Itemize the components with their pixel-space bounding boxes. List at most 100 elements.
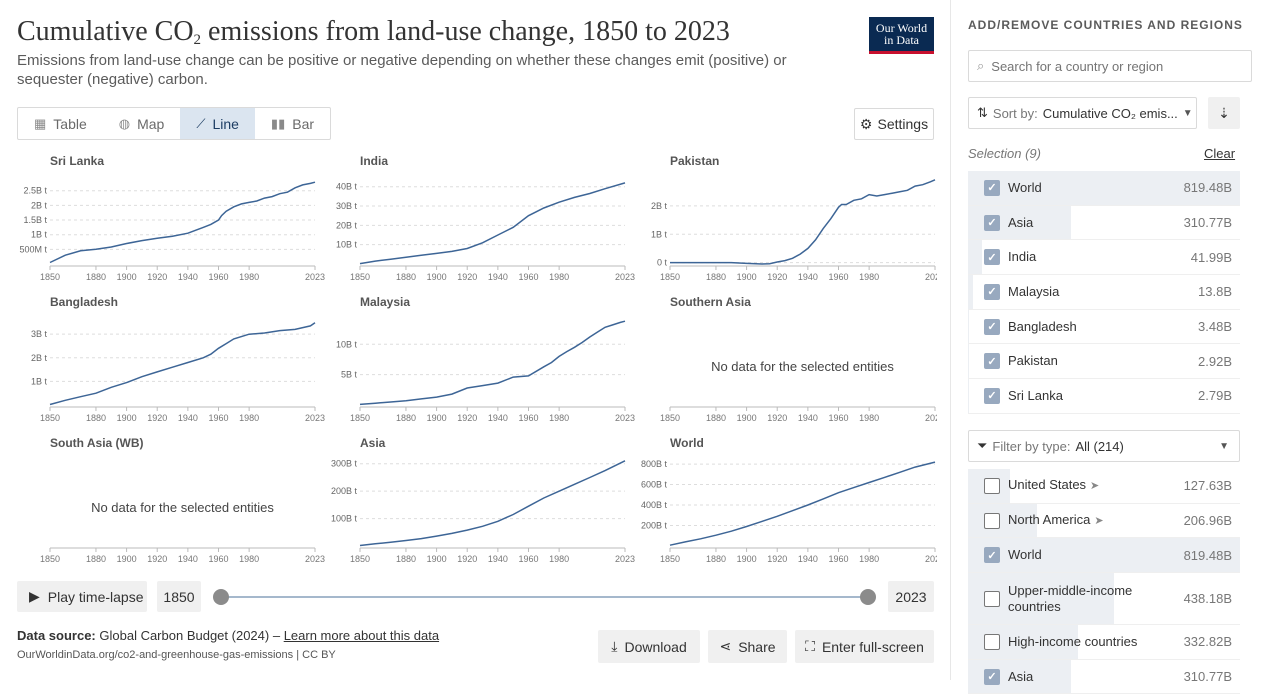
y-tick-label: 1B t (31, 376, 48, 386)
sort-dropdown[interactable]: ⇅ Sort by: Cumulative CO₂ emis... ▼ (968, 97, 1197, 129)
sort-direction-button[interactable]: ⇣ (1208, 97, 1240, 129)
entity-checkbox[interactable]: ✓ (984, 249, 1000, 266)
search-field[interactable]: ⌕ (968, 50, 1252, 82)
x-tick-label: 1960 (208, 413, 228, 423)
entity-value: 127.63B (1183, 478, 1232, 494)
entity-row[interactable]: ✓ Pakistan 2.92B (968, 344, 1240, 380)
entity-row[interactable]: ✓ Sri Lanka 2.79B (968, 379, 1240, 414)
entity-row[interactable]: High-income countries 332.82B (968, 625, 1240, 660)
location-arrow-icon: ➤ (1094, 515, 1104, 528)
x-tick-label: 2023 (925, 272, 937, 282)
start-year-label[interactable]: 1850 (157, 581, 201, 612)
entity-checkbox[interactable]: ✓ (984, 214, 1000, 231)
x-tick-label: 1960 (208, 554, 228, 564)
entity-row[interactable]: ✓ Bangladesh 3.48B (968, 309, 1240, 345)
entity-name: Malaysia (1008, 283, 1060, 299)
search-input[interactable] (991, 58, 1232, 74)
entity-checkbox[interactable] (984, 633, 1000, 650)
fullscreen-button[interactable]: ⛶ Enter full-screen (795, 630, 934, 663)
entity-checkbox[interactable]: ✓ (984, 283, 1000, 300)
x-tick-label: 1960 (828, 554, 848, 564)
entity-row[interactable]: Upper-middle-income countries 438.18B (968, 573, 1240, 626)
chevron-down-icon: ▼ (1219, 440, 1229, 452)
clear-selection-button[interactable]: Clear (1204, 146, 1236, 161)
entity-checkbox[interactable] (984, 590, 1000, 607)
timeline-end-handle[interactable] (860, 589, 876, 605)
chart-title: Cumulative CO2 emissions from land-use c… (17, 16, 730, 48)
settings-button[interactable]: ⚙ Settings (854, 108, 934, 140)
entity-checkbox[interactable]: ✓ (984, 668, 1000, 685)
y-tick-label: 2B t (651, 201, 668, 211)
y-tick-label: 100B t (331, 514, 358, 524)
entity-row[interactable]: ✓ World 819.48B (968, 171, 1240, 206)
entity-row[interactable]: ✓ Malaysia 13.8B (968, 275, 1240, 310)
x-tick-label: 1960 (518, 554, 538, 564)
entity-checkbox[interactable]: ✓ (984, 353, 1000, 370)
x-tick-label: 1980 (549, 272, 569, 282)
x-tick-label: 1900 (737, 413, 757, 423)
tab-table[interactable]: ▦ Table (34, 115, 87, 132)
download-button[interactable]: ⤓ Download (598, 630, 700, 663)
entity-checkbox[interactable]: ✓ (984, 387, 1000, 404)
x-tick-label: 1880 (396, 554, 416, 564)
x-tick-label: 1920 (147, 272, 167, 282)
series-line (49, 322, 316, 406)
play-timelapse-button[interactable]: ▶ Play time-lapse (17, 581, 147, 612)
x-tick-label: 1850 (350, 272, 370, 282)
timeline-start-handle[interactable] (213, 589, 229, 605)
tab-bar[interactable]: ▮▮ Bar (270, 115, 315, 132)
entity-value: 819.48B (1183, 547, 1232, 563)
chevron-down-icon: ▼ (1182, 107, 1193, 119)
entity-checkbox[interactable]: ✓ (984, 547, 1000, 564)
share-button[interactable]: ⋖ Share (708, 630, 787, 663)
panel-title: Malaysia (360, 295, 410, 309)
x-tick-label: 1900 (737, 272, 757, 282)
x-tick-label: 1980 (549, 413, 569, 423)
x-tick-label: 1940 (178, 272, 198, 282)
entity-name: World (1008, 547, 1042, 563)
entity-row[interactable]: ✓ Asia 310.77B (968, 659, 1240, 694)
x-tick-label: 1850 (40, 272, 60, 282)
x-tick-label: 1900 (117, 272, 137, 282)
tab-map[interactable]: ◍ Map (118, 115, 165, 132)
x-tick-label: 2023 (305, 413, 325, 423)
small-multiples-chart: Sri Lanka 1850 1880 1900 1920 1940 1960 1980 202… (19, 154, 937, 564)
bar-chart-icon: ▮▮ (270, 115, 286, 131)
entity-checkbox[interactable]: ✓ (984, 179, 1000, 196)
y-tick-label: 2B t (31, 200, 48, 210)
entity-row[interactable]: North America ➤ 206.96B (968, 503, 1240, 539)
owid-logo[interactable]: Our World in Data (869, 17, 934, 54)
y-tick-label: 2.5B t (23, 186, 47, 196)
entity-row[interactable]: ✓ Asia 310.77B (968, 205, 1240, 241)
filter-dropdown[interactable]: ⏷ Filter by type: All (214) ▼ (968, 430, 1240, 462)
timeline-slider-track[interactable] (221, 596, 868, 598)
entity-row[interactable]: United States ➤ 127.63B (968, 469, 1240, 504)
entity-row[interactable]: ✓ World 819.48B (968, 538, 1240, 574)
x-tick-label: 1920 (147, 413, 167, 423)
y-tick-label: 600B t (641, 480, 668, 490)
end-year-label[interactable]: 2023 (888, 581, 934, 612)
x-tick-label: 1980 (859, 272, 879, 282)
entity-name: Pakistan (1008, 353, 1058, 369)
entity-checkbox[interactable] (984, 512, 1000, 529)
x-tick-label: 1940 (488, 272, 508, 282)
entity-row[interactable]: ✓ India 41.99B (968, 240, 1240, 276)
entity-checkbox[interactable] (984, 477, 1000, 494)
entity-value: 2.79B (1198, 388, 1232, 404)
tab-line[interactable]: ⟋ Line (180, 108, 255, 139)
x-tick-label: 1980 (859, 413, 879, 423)
x-tick-label: 1920 (767, 554, 787, 564)
entity-checkbox[interactable]: ✓ (984, 318, 1000, 335)
learn-more-link[interactable]: Learn more about this data (283, 628, 440, 643)
x-tick-label: 1850 (40, 413, 60, 423)
y-tick-label: 1B t (31, 230, 48, 240)
x-tick-label: 1900 (427, 554, 447, 564)
y-tick-label: 800B t (641, 459, 668, 469)
x-tick-label: 1960 (208, 272, 228, 282)
sort-descending-icon: ⇣ (1218, 104, 1230, 121)
x-tick-label: 1900 (427, 413, 447, 423)
entity-value: 310.77B (1183, 215, 1232, 231)
x-tick-label: 1980 (239, 554, 259, 564)
x-tick-label: 1960 (828, 413, 848, 423)
x-tick-label: 1940 (798, 413, 818, 423)
